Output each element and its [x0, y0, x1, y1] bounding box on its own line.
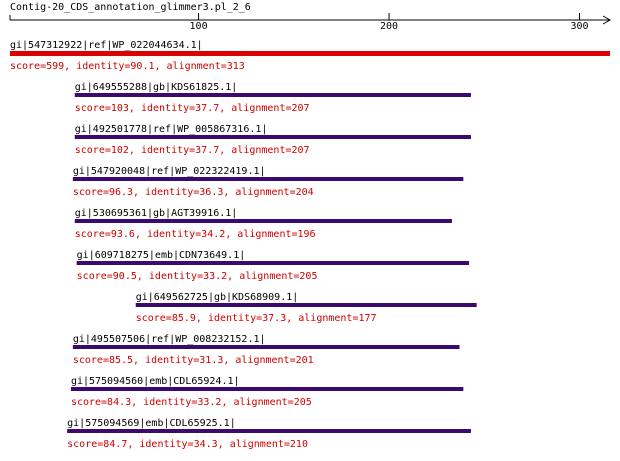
hit-name: gi|575094569|emb|CDL65925.1|: [67, 418, 236, 429]
hit-label: score=96.3, identity=36.3, alignment=204: [73, 187, 314, 198]
hit-name: gi|530695361|gb|AGT39916.1|: [75, 208, 238, 219]
hit-bar: [72, 345, 460, 349]
hit-label: score=84.3, identity=33.2, alignment=205: [71, 397, 312, 408]
hit-name: gi|492501778|ref|WP_005867316.1|: [75, 124, 268, 135]
hit-name: gi|649555288|gb|KDS61825.1|: [75, 82, 238, 93]
hit-bar: [135, 303, 477, 307]
title: Contig-20_CDS_annotation_glimmer3.pl_2_6: [10, 2, 251, 13]
hit-bar: [74, 135, 471, 139]
hit-name: gi|495507506|ref|WP_008232152.1|: [73, 334, 266, 345]
hit-bar: [72, 177, 464, 181]
hit-name: gi|575094560|emb|CDL65924.1|: [71, 376, 240, 387]
tick-label: 300: [570, 21, 588, 32]
hit-label: score=90.5, identity=33.2, alignment=205: [77, 271, 318, 282]
hit-label: score=85.9, identity=37.3, alignment=177: [136, 313, 377, 324]
hit-bar: [70, 387, 464, 391]
axis-arrow: [602, 15, 612, 25]
hit-name: gi|547920048|ref|WP_022322419.1|: [73, 166, 266, 177]
hit-name: gi|547312922|ref|WP_022044634.1|: [10, 40, 203, 51]
hit-label: score=103, identity=37.7, alignment=207: [75, 103, 310, 114]
hit-bar: [76, 261, 470, 265]
hit-label: score=93.6, identity=34.2, alignment=196: [75, 229, 316, 240]
hit-bar: [67, 429, 471, 433]
hit-bar: [74, 93, 471, 97]
hit-label: score=85.5, identity=31.3, alignment=201: [73, 355, 314, 366]
hit-label: score=84.7, identity=34.3, alignment=210: [67, 439, 308, 450]
hit-label: score=102, identity=37.7, alignment=207: [75, 145, 310, 156]
hit-bar: [74, 219, 452, 223]
hit-label: score=599, identity=90.1, alignment=313: [10, 61, 245, 72]
tick-label: 100: [190, 21, 208, 32]
hit-name: gi|609718275|emb|CDN73649.1|: [77, 250, 246, 261]
hit-name: gi|649562725|gb|KDS68909.1|: [136, 292, 299, 303]
tick-label: 200: [380, 21, 398, 32]
hit-bar: [10, 51, 610, 56]
